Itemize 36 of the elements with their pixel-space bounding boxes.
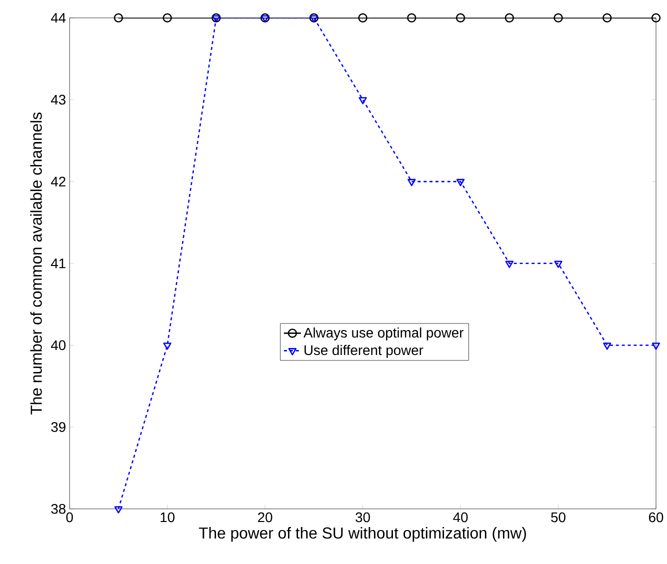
point (652, 342, 660, 350)
legend-label: Use different power (304, 345, 424, 358)
point (162, 13, 172, 23)
y-axis-title: The number of common available channels (30, 112, 42, 415)
point (651, 13, 661, 23)
point (163, 342, 172, 350)
y-tick-label: 42 (50, 176, 66, 187)
y-tick-label: 40 (50, 340, 66, 350)
point (408, 179, 416, 186)
x-axis-title: The power of the SU without optimization (mw) (198, 527, 526, 542)
y-tick-label: 39 (51, 422, 66, 432)
x-tick-label: 50 (551, 512, 566, 522)
point (114, 506, 123, 514)
point (358, 97, 367, 105)
legend-label: Always use optimal power (304, 328, 464, 341)
point (602, 13, 612, 23)
y-tick-label: 44 (50, 13, 66, 23)
point (504, 13, 514, 23)
point (114, 13, 124, 23)
x-tick-label: 30 (356, 512, 370, 522)
x-tick-label: 20 (258, 512, 272, 522)
y-tick-label: 38 (51, 504, 66, 514)
y-tick-label: 43 (50, 95, 66, 105)
x-tick-label: 0 (66, 512, 73, 522)
x-tick-label: 10 (160, 512, 174, 522)
point (554, 260, 562, 268)
point (456, 179, 465, 186)
y-tick-label: 41 (50, 258, 66, 268)
point (456, 13, 466, 23)
point (603, 342, 612, 350)
x-tick-label: 40 (453, 512, 468, 522)
point (358, 13, 368, 23)
x-tick-label: 60 (648, 512, 664, 522)
point (505, 260, 514, 268)
point (407, 13, 416, 23)
point (554, 13, 563, 23)
